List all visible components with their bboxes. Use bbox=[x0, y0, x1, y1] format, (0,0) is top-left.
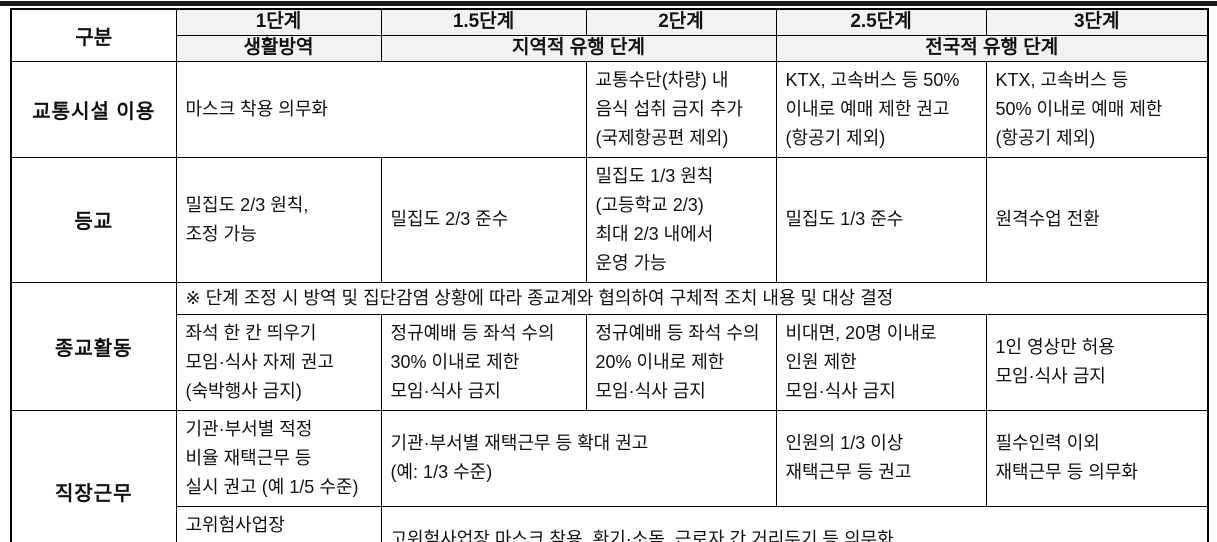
cell-religion-stage3: 1인 영상만 허용 모임·식사 금지 bbox=[985, 313, 1209, 411]
header-phase-daily: 생활방역 bbox=[175, 34, 382, 62]
rowlabel-work: 직장근무 bbox=[10, 409, 177, 542]
header-stage-1: 1단계 bbox=[175, 8, 382, 36]
cell-religion-stage1: 좌석 한 칸 띄우기 모임·식사 자제 권고 (숙박행사 금지) bbox=[175, 313, 382, 411]
cell-transport-stage2: 교통수단(차량) 내 음식 섭취 금지 추가 (국제항공편 제외) bbox=[585, 60, 777, 158]
header-phase-national: 전국적 유행 단계 bbox=[775, 34, 1209, 62]
cell-work1-stage1-5-2: 기관·부서별 재택근무 등 확대 권고 (예: 1/3 수준) bbox=[380, 409, 777, 507]
cell-religion-stage1-5: 정규예배 등 좌석 수의 30% 이내로 제한 모임·식사 금지 bbox=[380, 313, 587, 411]
header-phase-regional: 지역적 유행 단계 bbox=[380, 34, 777, 62]
table-row-religion-note: 종교활동 ※ 단계 조정 시 방역 및 집단감염 상황에 따라 종교계와 협의하… bbox=[10, 281, 1209, 411]
rowlabel-school: 등교 bbox=[10, 156, 177, 283]
table-row-religion: 좌석 한 칸 띄우기 모임·식사 자제 권고 (숙박행사 금지) 정규예배 등 … bbox=[11, 313, 1209, 411]
header-stage-1-5: 1.5단계 bbox=[380, 8, 587, 36]
rowlabel-transport: 교통시설 이용 bbox=[10, 60, 177, 158]
cell-school-stage1: 밀집도 2/3 원칙, 조정 가능 bbox=[175, 156, 382, 283]
cell-school-stage2: 밀집도 1/3 원칙 (고등학교 2/3) 최대 2/3 내에서 운영 가능 bbox=[585, 156, 777, 283]
top-rule-line bbox=[0, 1, 1217, 6]
table-row-work-1: 직장근무 기관·부서별 적정 비율 재택근무 등 실시 권고 (예 1/5 수준… bbox=[10, 409, 1209, 542]
cell-transport-stage3: KTX, 고속버스 등 50% 이내로 예매 제한 (항공기 제외) bbox=[985, 60, 1209, 158]
cell-religion-stage2-5: 비대면, 20명 이내로 인원 제한 모임·식사 금지 bbox=[775, 313, 987, 411]
cell-work1-stage1: 기관·부서별 적정 비율 재택근무 등 실시 권고 (예 1/5 수준) bbox=[175, 409, 382, 507]
cell-religion-stage2: 정규예배 등 좌석 수의 20% 이내로 제한 모임·식사 금지 bbox=[585, 313, 777, 411]
cell-transport-stage1: 마스크 착용 의무화 bbox=[175, 60, 587, 158]
header-row-stages: 구분 1단계 1.5단계 2단계 2.5단계 3단계 bbox=[10, 8, 1209, 62]
header-stage-2: 2단계 bbox=[585, 8, 777, 36]
table-row-transport: 교통시설 이용 마스크 착용 의무화 교통수단(차량) 내 음식 섭취 금지 추… bbox=[10, 60, 1209, 158]
distancing-stage-table: 구분 1단계 1.5단계 2단계 2.5단계 3단계 생활방역 지역적 유행 단… bbox=[10, 8, 1209, 542]
header-stage-3: 3단계 bbox=[985, 8, 1209, 36]
cell-work2-stage1: 고위험사업장 마스크 착용 의무화 bbox=[175, 505, 382, 542]
rowlabel-religion: 종교활동 bbox=[10, 281, 177, 411]
header-category: 구분 bbox=[10, 8, 177, 62]
cell-work1-stage2-5: 인원의 1/3 이상 재택근무 등 권고 bbox=[775, 409, 987, 507]
cell-school-stage3: 원격수업 전환 bbox=[985, 156, 1209, 283]
table-row-school: 등교 밀집도 2/3 원칙, 조정 가능 밀집도 2/3 준수 밀집도 1/3 … bbox=[10, 156, 1209, 283]
cell-transport-stage2-5: KTX, 고속버스 등 50% 이내로 예매 제한 권고 (항공기 제외) bbox=[775, 60, 987, 158]
header-stage-2-5: 2.5단계 bbox=[775, 8, 987, 36]
cell-religion-note: ※ 단계 조정 시 방역 및 집단감염 상황에 따라 종교계와 협의하여 구체적… bbox=[175, 281, 1209, 315]
cell-work2-stage1-5-to-3: 고위험사업장 마스크 착용, 환기·소독, 근로자 간 거리두기 등 의무화 bbox=[380, 505, 1209, 542]
header-row-phases: 생활방역 지역적 유행 단계 전국적 유행 단계 bbox=[11, 34, 1209, 62]
cell-work1-stage3: 필수인력 이외 재택근무 등 의무화 bbox=[985, 409, 1209, 507]
cell-school-stage2-5: 밀집도 1/3 준수 bbox=[775, 156, 987, 283]
table-row-work-2: 고위험사업장 마스크 착용 의무화 고위험사업장 마스크 착용, 환기·소독, … bbox=[11, 505, 1209, 542]
cell-school-stage1-5: 밀집도 2/3 준수 bbox=[380, 156, 587, 283]
